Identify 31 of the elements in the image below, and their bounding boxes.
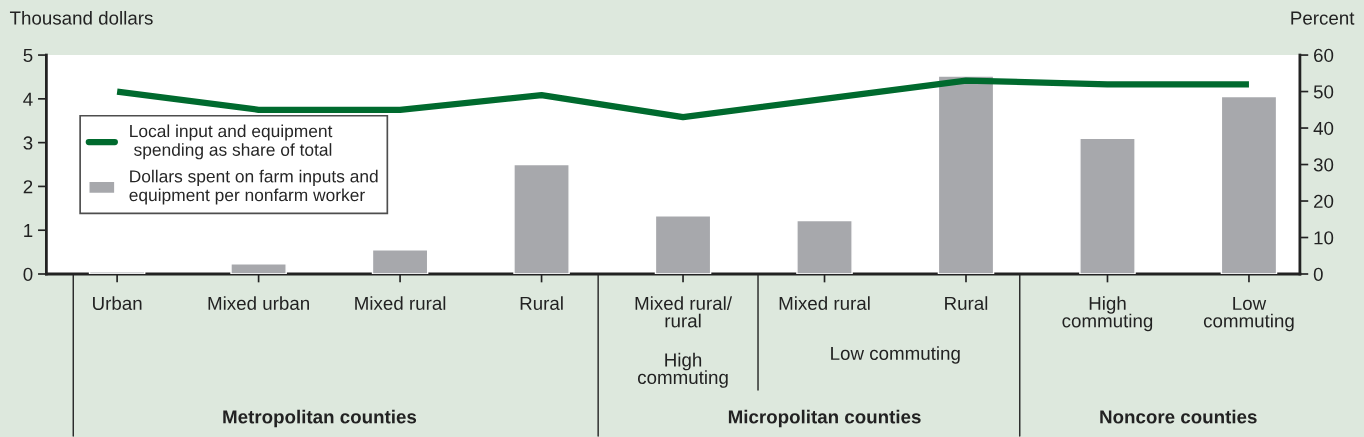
text: Low commuting: [831, 346, 960, 364]
y-tick-label: 0: [23, 267, 33, 281]
y-tick-label: 2: [23, 180, 33, 194]
legend-label: Local input and equipment spending as share of total: [130, 124, 333, 160]
legend-label: Dollars spent on farm inputs and equipment per nonfarm worker: [129, 169, 378, 205]
y2-axis-title: Percent: [1291, 11, 1355, 25]
y2-tick-label: 40: [1313, 121, 1334, 136]
x-tick-label: Rural: [945, 296, 988, 310]
y2-tick-label: 30: [1313, 158, 1334, 172]
y-axis-title: Thousand dollars: [9, 10, 153, 25]
x-tick-label: Rural: [520, 296, 563, 310]
x-tick-label: Mixed rural: [355, 296, 446, 310]
y2-tick-label: 50: [1313, 85, 1334, 99]
y2-tick-label: 20: [1314, 194, 1334, 208]
x-tick-label: Mixed rural: [779, 296, 870, 310]
text: Micropolitan counties: [728, 409, 921, 428]
y2-tick-label: 0: [1313, 267, 1323, 281]
x-tick-label: Urban: [93, 296, 142, 310]
x-tick-label: Mixed rural/ rural: [635, 296, 733, 328]
y-tick-label: 4: [23, 92, 33, 106]
y-tick-label: 1: [24, 224, 33, 238]
y-tick-label: 5: [23, 48, 33, 63]
text: Noncore counties: [1100, 409, 1257, 424]
text: High commuting: [637, 352, 728, 388]
y-tick-label: 3: [23, 136, 33, 150]
y2-tick-label: 60: [1314, 48, 1334, 63]
text: Metropolitan counties: [223, 409, 417, 428]
x-tick-label: Mixed urban: [208, 296, 309, 310]
x-tick-label: High commuting: [1062, 296, 1153, 332]
x-tick-label: Low commuting: [1203, 296, 1294, 332]
y2-tick-label: 10: [1314, 231, 1334, 245]
